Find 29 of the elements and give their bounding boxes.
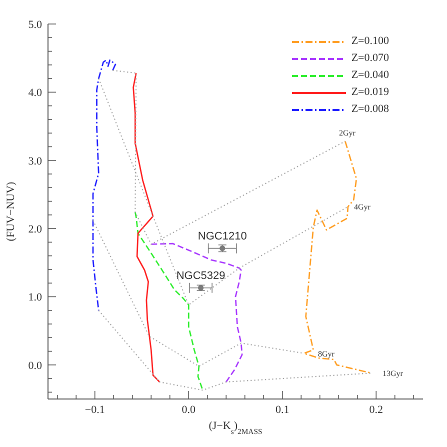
legend-label: Z=0.019 xyxy=(351,85,389,100)
legend-label: Z=0.040 xyxy=(351,68,389,83)
x-axis-title: (J−K$_{s}$)$_{2MASS}$ xyxy=(208,420,262,436)
y-tick-label: 3.0 xyxy=(28,155,42,168)
line-series xyxy=(150,242,243,383)
legend-label: Z=0.008 xyxy=(351,102,389,117)
series-label: NGC1210 xyxy=(198,230,247,242)
line-series xyxy=(92,59,116,312)
legend-label: Z=0.070 xyxy=(351,51,389,66)
y-tick-label: 2.0 xyxy=(28,224,42,236)
x-tick-label: 0.0 xyxy=(182,404,196,416)
x-tick-label: 0.2 xyxy=(369,404,383,416)
legend-label: Z=0.100 xyxy=(351,34,389,49)
series-label: NGC5329 xyxy=(176,270,226,282)
line-series xyxy=(132,72,160,383)
x-tick-label: −0.1 xyxy=(84,404,105,416)
annotation: 2Gyr xyxy=(338,128,356,138)
line-series xyxy=(98,310,372,391)
line-series xyxy=(92,220,304,367)
annotation: 13Gyr xyxy=(382,369,404,378)
annotation: 4Gyr xyxy=(354,202,371,212)
y-tick-label: 5.0 xyxy=(28,19,42,31)
y-axis-title: (FUV−NUV) xyxy=(4,181,17,242)
y-tick-label: 0.0 xyxy=(28,360,42,372)
line-series xyxy=(303,140,372,374)
y-tick-label: 1.0 xyxy=(28,292,42,304)
annotation: 8Gyr xyxy=(318,349,335,358)
x-tick-label: 0.1 xyxy=(276,404,290,416)
y-tick-label: 4.0 xyxy=(28,87,42,100)
